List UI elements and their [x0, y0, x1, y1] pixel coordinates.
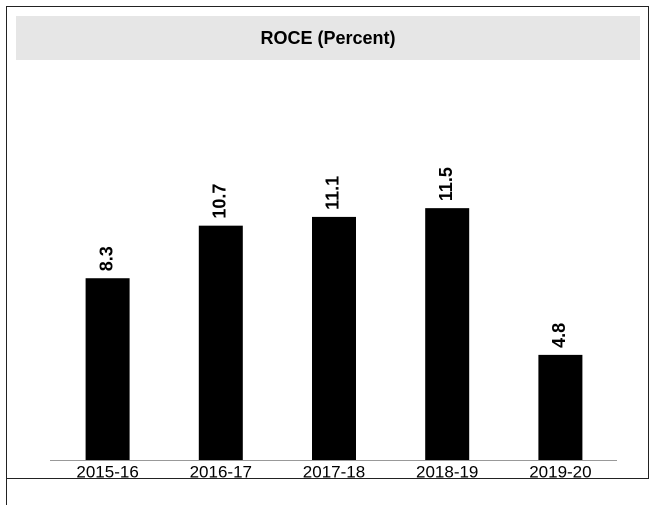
value-label: 11.1	[323, 176, 343, 210]
bar	[312, 216, 356, 460]
value-label: 10.7	[210, 184, 230, 219]
bar	[198, 225, 243, 460]
value-label: 8.3	[96, 246, 116, 271]
bar	[425, 208, 470, 460]
value-label: 11.5	[436, 167, 456, 201]
x-tick-label: 2018-19	[416, 462, 478, 481]
bar	[538, 354, 583, 460]
chart-title: ROCE (Percent)	[260, 28, 395, 48]
x-tick-label: 2017-18	[303, 462, 365, 481]
x-tick-label: 2015-16	[76, 462, 138, 481]
value-label: 4.8	[549, 323, 569, 348]
title-bar	[16, 16, 640, 60]
bar	[85, 278, 130, 460]
x-tick-label: 2019-20	[529, 462, 591, 481]
x-tick-label: 2016-17	[190, 462, 252, 481]
